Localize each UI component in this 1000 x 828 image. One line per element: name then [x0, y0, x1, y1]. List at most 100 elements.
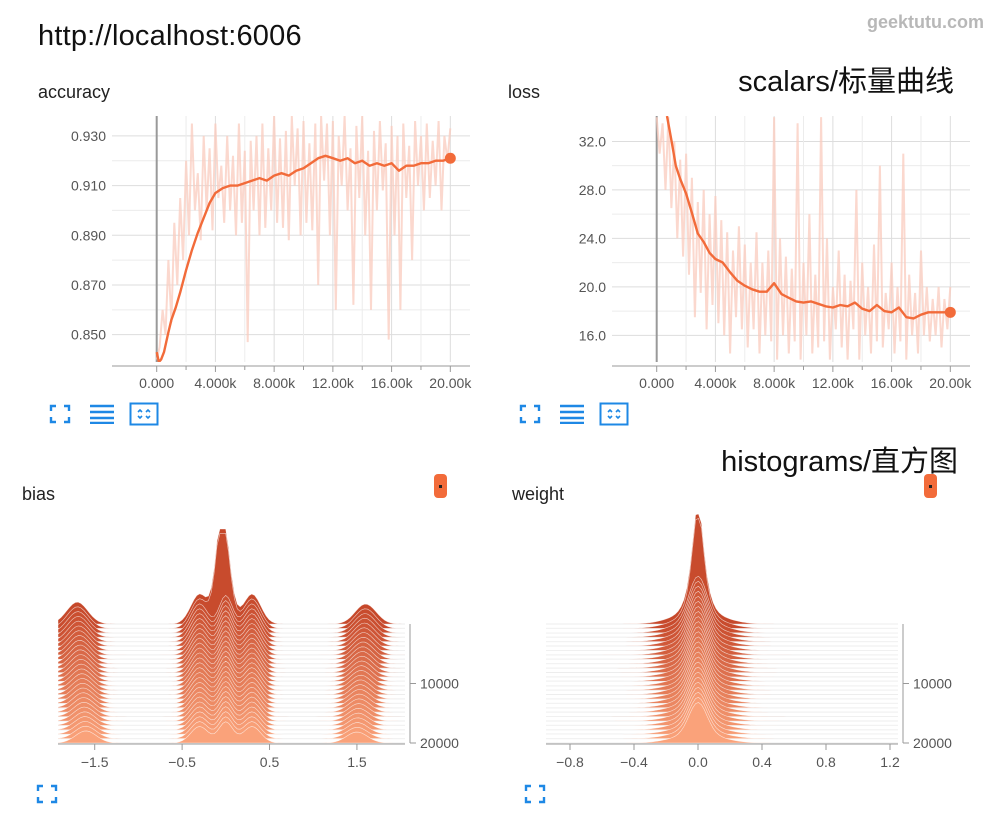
weight-slice	[546, 671, 898, 717]
y-tick-label: 0.870	[71, 277, 106, 293]
y-tick-label: 10000	[913, 676, 952, 692]
weight-slice	[546, 596, 898, 651]
weight-slice	[546, 641, 898, 691]
end-point-marker	[944, 306, 956, 318]
loss-chart: 16.0 20.0 24.0 28.0 32.0 0.000 4.000k 8.000k 12.…	[579, 116, 972, 391]
x-tick-label: −0.4	[620, 754, 648, 770]
section-title-scalars: scalars/标量曲线	[738, 66, 954, 98]
x-tick-label: 16.00k	[371, 375, 414, 391]
fit-domain-button[interactable]	[515, 402, 545, 426]
end-point-marker	[444, 152, 456, 164]
weight-slice	[546, 585, 898, 642]
chart-title-accuracy: accuracy	[38, 82, 111, 102]
plot-area	[655, 116, 952, 360]
plot-area	[155, 116, 452, 362]
expand-button[interactable]	[32, 782, 62, 806]
fit-domain-icon	[519, 404, 541, 424]
weight-slice	[546, 513, 898, 625]
color-chip-icon	[439, 484, 442, 488]
x-tick-label: 0.000	[139, 375, 174, 391]
x-tick-label: −0.5	[168, 754, 196, 770]
toggle-lines-button[interactable]	[557, 402, 587, 426]
x-tick-label: 1.5	[347, 754, 367, 770]
y-tick-label: 0.850	[71, 327, 106, 343]
series-color-chip[interactable]	[924, 474, 937, 498]
fit-domain-icon	[36, 784, 58, 804]
section-title-histograms: histograms/直方图	[721, 446, 958, 478]
expand-button[interactable]	[129, 402, 159, 426]
y-tick-label: 10000	[420, 676, 459, 692]
y-tick-label: 20.0	[579, 279, 606, 295]
expand-icon	[599, 402, 629, 426]
weight-slice	[546, 626, 898, 678]
x-tick-label: 0.8	[816, 754, 836, 770]
weight-slice	[546, 606, 898, 660]
x-tick-label: 0.4	[752, 754, 772, 770]
weight-slice	[546, 580, 898, 638]
x-tick-label: −1.5	[81, 754, 109, 770]
weight-slice	[546, 697, 898, 739]
y-tick-label: 16.0	[579, 327, 606, 343]
weight-slice	[546, 656, 898, 704]
bias-histogram: −1.5 −0.5 0.5 1.5 10000 20000	[57, 528, 459, 770]
x-tick-label: −0.8	[556, 754, 584, 770]
weight-slice	[546, 692, 898, 735]
loss-toolbar	[515, 402, 629, 426]
x-tick-label: 0.000	[639, 375, 674, 391]
y-tick-label: 28.0	[579, 182, 606, 198]
weight-slice	[546, 681, 898, 726]
bias-slice	[57, 721, 405, 744]
color-chip-icon	[929, 484, 932, 488]
y-tick-label: 32.0	[579, 133, 606, 149]
loss-smoothed-series	[665, 116, 951, 320]
toggle-lines-button[interactable]	[87, 402, 117, 426]
weight-slice	[546, 590, 898, 647]
y-tick-label: 24.0	[579, 230, 606, 246]
fit-domain-button[interactable]	[45, 402, 75, 426]
x-tick-label: 12.00k	[812, 375, 855, 391]
weight-histogram: −0.8 −0.4 0.0 0.4 0.8 1.2 10000 20000	[546, 513, 952, 770]
x-tick-label: 12.00k	[312, 375, 355, 391]
weight-slice	[546, 575, 898, 634]
toggle-lines-icon	[560, 404, 584, 424]
bias-slice	[57, 533, 405, 629]
accuracy-chart: 0.850 0.870 0.890 0.910 0.930 0.000 4.000k 8.00…	[71, 116, 472, 391]
x-tick-label: 16.00k	[871, 375, 914, 391]
fit-domain-icon	[49, 404, 71, 424]
x-tick-label: 4.000k	[194, 375, 237, 391]
url-text: http://localhost:6006	[38, 20, 302, 52]
weight-slice	[546, 651, 898, 700]
weight-slice	[546, 616, 898, 669]
y-tick-label: 0.910	[71, 178, 106, 194]
expand-icon	[129, 402, 159, 426]
accuracy-raw-series	[155, 116, 452, 360]
x-tick-label: 0.0	[688, 754, 708, 770]
weight-slice	[546, 646, 898, 695]
series-color-chip[interactable]	[434, 474, 447, 498]
weight-slice	[546, 621, 898, 673]
weight-slice	[546, 631, 898, 682]
chart-title-loss: loss	[508, 82, 541, 102]
weight-slice	[546, 666, 898, 713]
weight-slice	[546, 611, 898, 664]
x-tick-label: 8.000k	[253, 375, 296, 391]
x-tick-label: 20.00k	[429, 375, 472, 391]
weight-slice	[546, 661, 898, 708]
chart-title-bias: bias	[22, 484, 56, 504]
weight-slice	[546, 686, 898, 731]
x-tick-label: 20.00k	[929, 375, 972, 391]
expand-button[interactable]	[520, 782, 550, 806]
weight-slice	[546, 601, 898, 656]
y-tick-label: 0.890	[71, 227, 106, 243]
y-tick-label: 20000	[420, 735, 459, 751]
chart-title-weight: weight	[512, 484, 565, 504]
loss-raw-series	[655, 117, 952, 360]
weight-slice	[546, 702, 898, 744]
toggle-lines-icon	[90, 404, 114, 424]
weight-slice	[546, 517, 898, 629]
accuracy-smoothed-series	[155, 154, 451, 362]
watermark: geektutu.com	[866, 12, 984, 32]
expand-button[interactable]	[599, 402, 629, 426]
x-tick-label: 1.2	[880, 754, 900, 770]
x-tick-label: 8.000k	[753, 375, 796, 391]
